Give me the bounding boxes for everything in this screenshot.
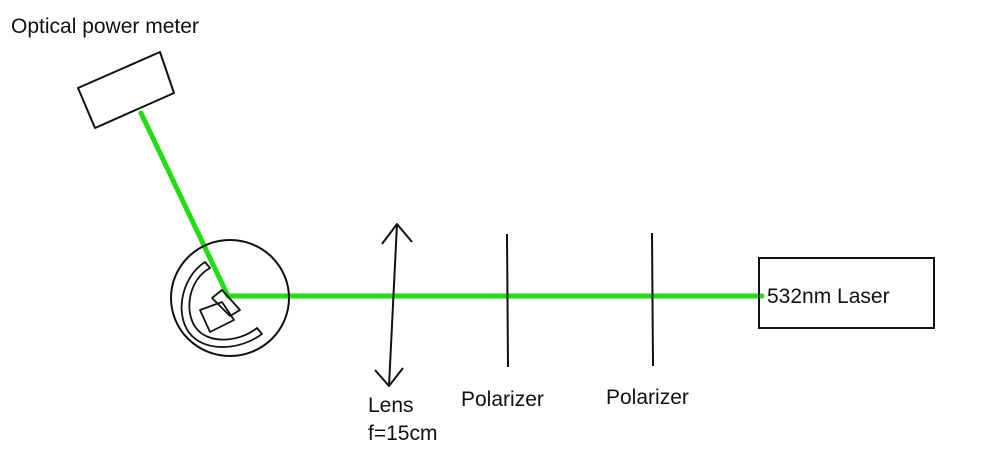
laser-label: 532nm Laser <box>767 285 890 308</box>
lens-arrow <box>374 223 413 387</box>
lens-focal-length-label: f=15cm <box>368 422 438 445</box>
lens-label: Lens <box>368 394 414 417</box>
reflected-beam <box>138 110 231 299</box>
power-meter-label: Optical power meter <box>11 15 199 38</box>
sample-block <box>199 301 235 333</box>
sample-stage-circle <box>170 239 290 357</box>
power-meter-box <box>77 51 175 129</box>
polarizer-2-line <box>651 232 654 367</box>
polarizer-1-label: Polarizer <box>461 388 544 411</box>
polarizer-2-label: Polarizer <box>606 386 689 409</box>
polarizer-1-line <box>506 233 509 368</box>
mirror-face <box>211 289 241 317</box>
laser-box <box>758 257 935 329</box>
sample-holder-crescent <box>180 261 263 348</box>
